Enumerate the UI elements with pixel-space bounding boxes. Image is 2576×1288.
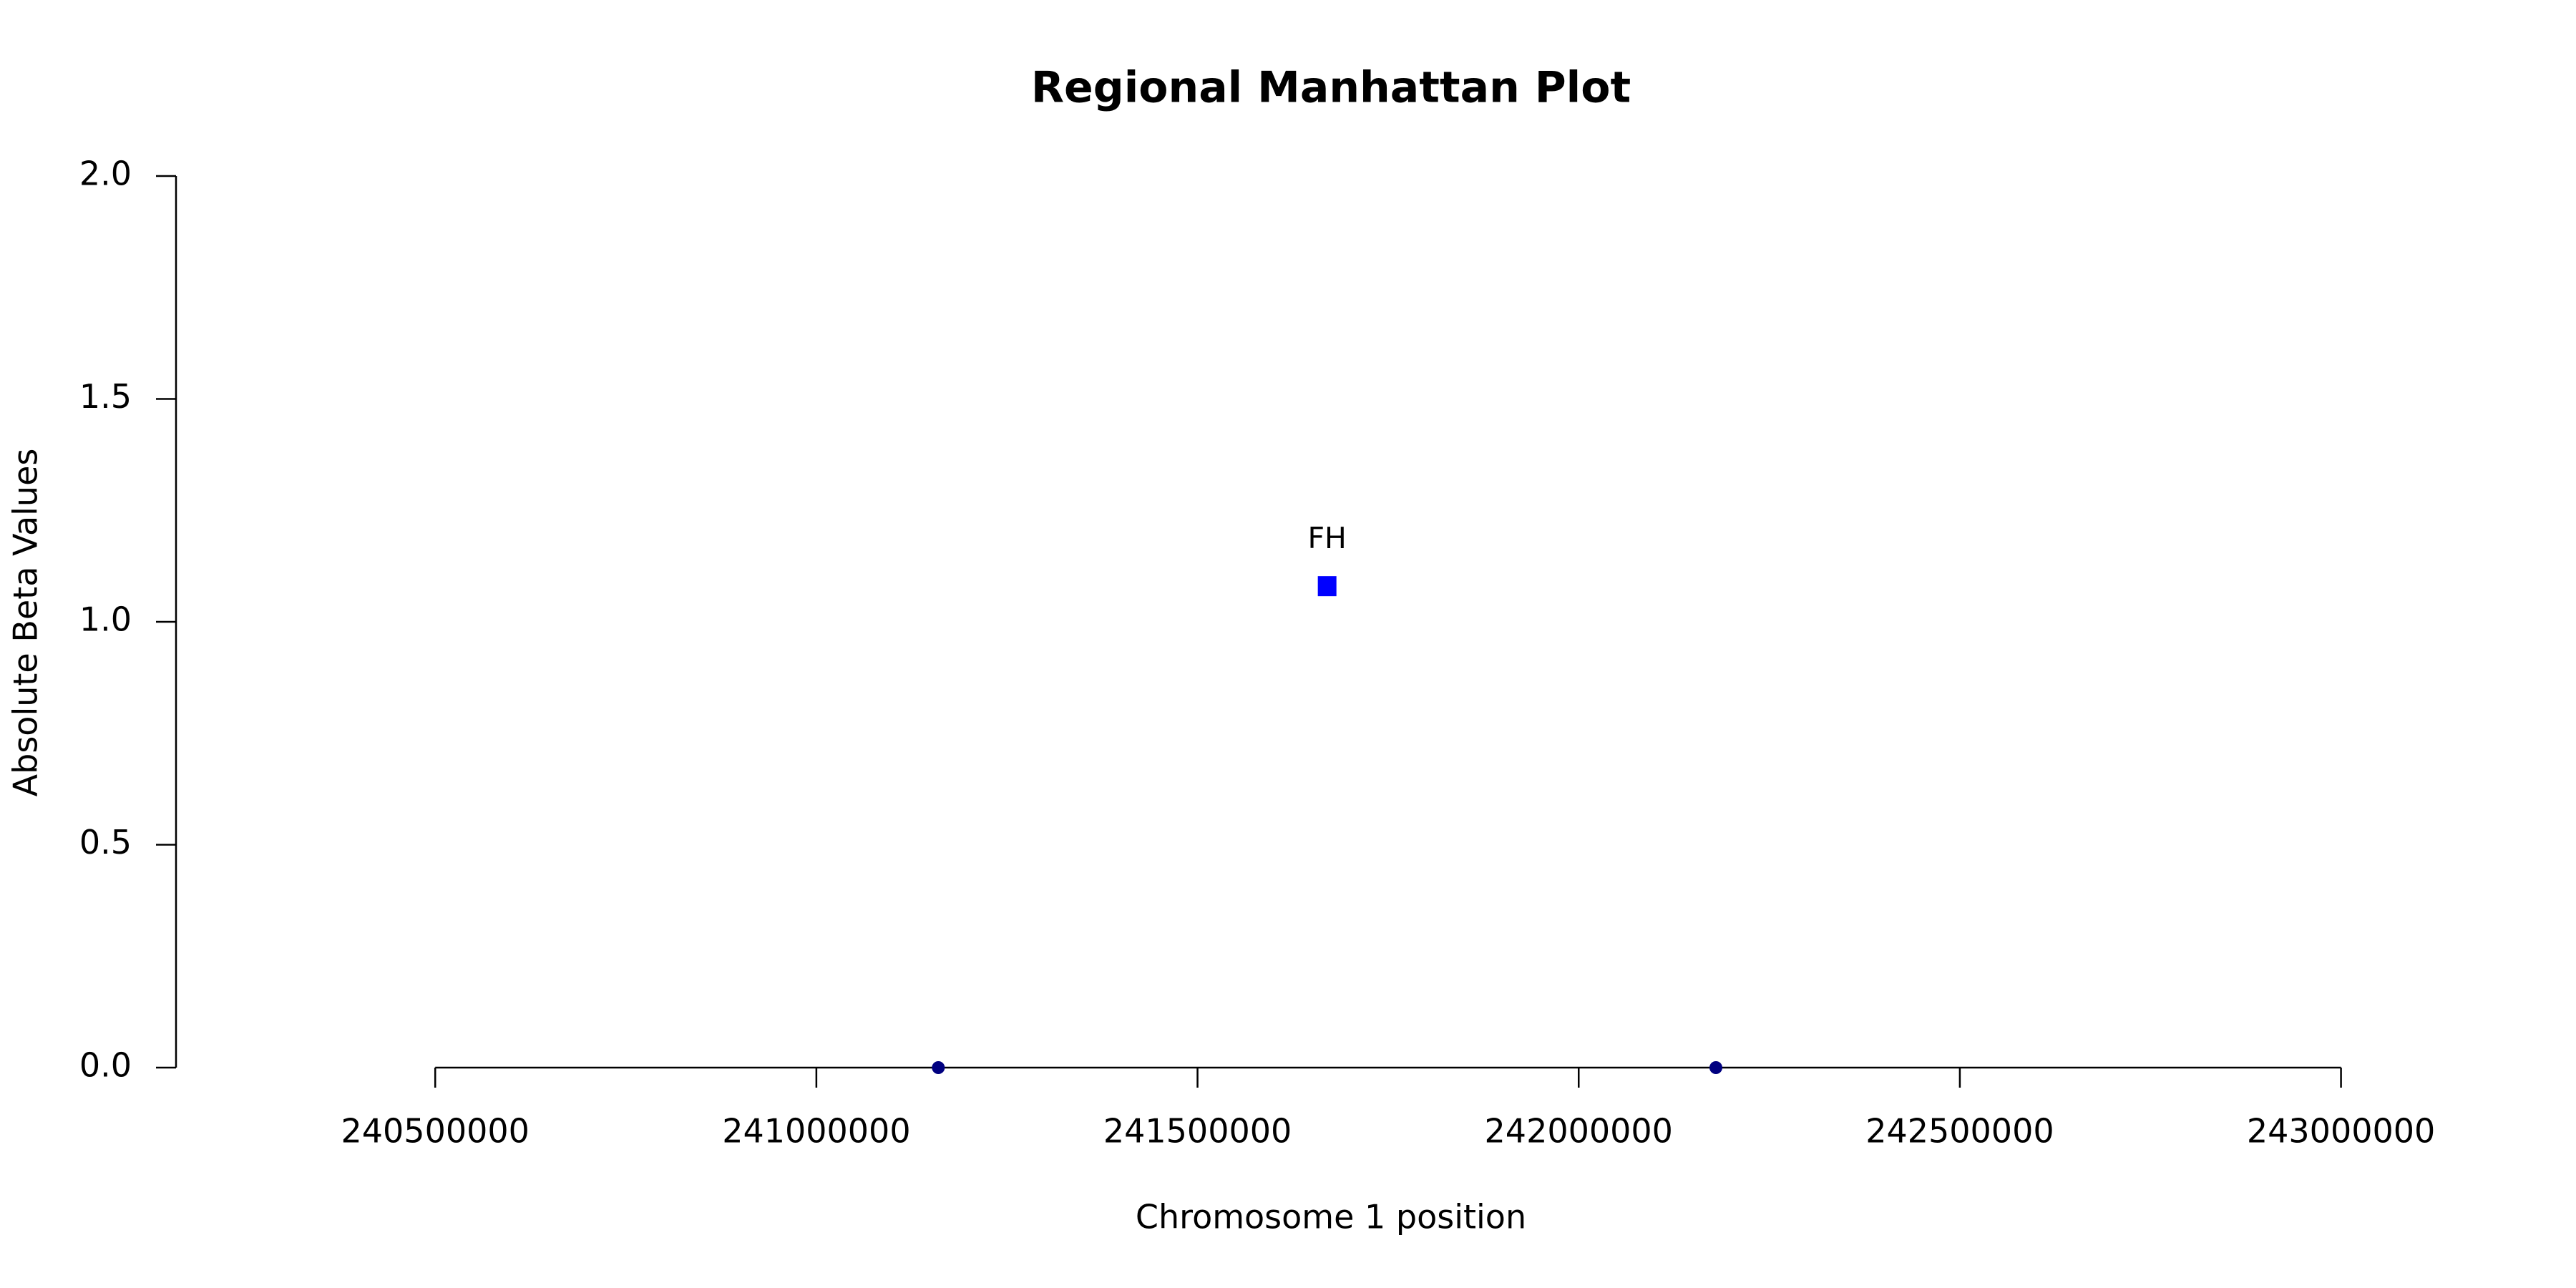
x-axis-label: Chromosome 1 position [1136,1198,1526,1236]
x-tick-label: 243000000 [2247,1112,2435,1151]
y-axis-label: Absolute Beta Values [6,449,45,797]
point [1709,1061,1722,1074]
point [932,1061,945,1074]
x-tick-label: 240500000 [341,1112,530,1151]
x-tick-label: 241000000 [722,1112,910,1151]
point [1317,576,1337,597]
x-tick-label: 242500000 [1865,1112,2054,1151]
y-tick-label: 1.0 [79,600,132,639]
y-tick-label: 2.0 [79,155,132,193]
y-tick-label: 1.5 [79,377,132,416]
y-tick-label: 0.0 [79,1046,132,1085]
x-tick-label: 242000000 [1485,1112,1673,1151]
chart-title: Regional Manhattan Plot [1031,63,1631,113]
point-label: FH [1307,521,1346,555]
x-tick-label: 241500000 [1103,1112,1292,1151]
y-tick-label: 0.5 [79,823,132,862]
